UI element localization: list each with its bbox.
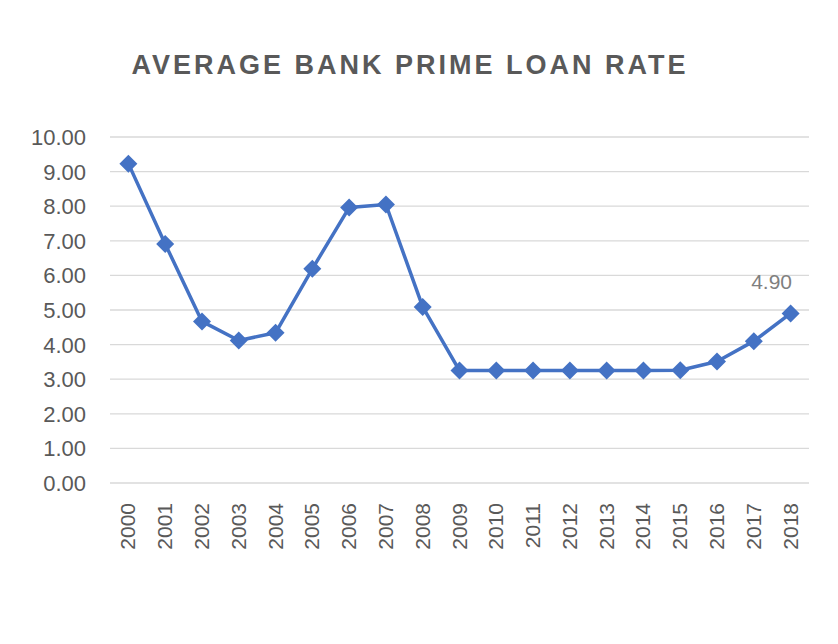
x-tick-label: 2002 <box>190 503 213 550</box>
data-marker <box>451 362 469 380</box>
y-tick-label: 2.00 <box>43 402 86 427</box>
x-tick-label: 2010 <box>484 503 507 550</box>
x-tick-label: 2007 <box>374 503 397 550</box>
data-marker <box>671 361 689 379</box>
x-tick-label: 2005 <box>300 503 323 550</box>
y-tick-label: 7.00 <box>43 229 86 254</box>
data-marker <box>119 155 137 173</box>
y-tick-label: 0.00 <box>43 471 86 496</box>
data-marker <box>634 362 652 380</box>
x-tick-label: 2012 <box>558 503 581 550</box>
data-line <box>128 164 790 371</box>
grid-line <box>110 240 809 241</box>
data-marker <box>303 260 321 278</box>
data-marker <box>708 353 726 371</box>
y-tick-label: 6.00 <box>43 263 86 288</box>
data-marker <box>156 235 174 253</box>
x-tick-label: 2015 <box>668 503 691 550</box>
y-tick-label: 9.00 <box>43 160 86 185</box>
x-tick-label: 2006 <box>337 503 360 550</box>
data-marker <box>267 324 285 342</box>
data-marker <box>340 199 358 217</box>
x-tick-label: 2008 <box>411 503 434 550</box>
data-marker <box>193 312 211 330</box>
grid-line <box>110 413 809 414</box>
x-tick-label: 2000 <box>116 503 139 550</box>
grid-line <box>110 344 809 345</box>
y-tick-label: 4.00 <box>43 333 86 358</box>
data-marker <box>561 362 579 380</box>
y-tick-label: 10.00 <box>31 125 86 150</box>
data-marker <box>745 332 763 350</box>
grid-line <box>110 482 809 483</box>
y-tick-label: 8.00 <box>43 194 86 219</box>
y-tick-label: 5.00 <box>43 298 86 323</box>
data-marker <box>377 195 395 213</box>
data-label: 4.90 <box>751 270 792 293</box>
x-tick-label: 2011 <box>521 503 544 548</box>
data-marker <box>598 362 616 380</box>
data-marker <box>487 362 505 380</box>
grid-line <box>110 171 809 172</box>
chart-title: AVERAGE BANK PRIME LOAN RATE <box>120 44 700 87</box>
grid-line <box>110 136 809 137</box>
y-tick-label: 3.00 <box>43 367 86 392</box>
grid-line <box>110 309 809 310</box>
x-tick-label: 2017 <box>742 503 765 550</box>
grid-line <box>110 448 809 449</box>
y-tick-label: 1.00 <box>43 436 86 461</box>
x-tick-label: 2013 <box>595 503 618 550</box>
data-marker <box>230 331 248 349</box>
x-tick-label: 2004 <box>264 503 287 550</box>
plot-area <box>119 155 799 380</box>
grid-line <box>110 275 809 276</box>
data-marker <box>782 304 800 322</box>
grid-line <box>110 206 809 207</box>
chart: 0.00 1.00 2.00 3.00 4.00 5.00 6.00 7.00 8.00 9.00… <box>0 0 838 644</box>
data-marker <box>414 298 432 316</box>
x-tick-label: 2016 <box>705 503 728 550</box>
x-tick-label: 2001 <box>153 503 176 550</box>
x-tick-label: 2018 <box>779 503 802 550</box>
data-marker <box>524 362 542 380</box>
x-tick-label: 2009 <box>448 503 471 550</box>
x-tick-label: 2003 <box>227 503 250 550</box>
x-tick-label: 2014 <box>631 503 654 550</box>
